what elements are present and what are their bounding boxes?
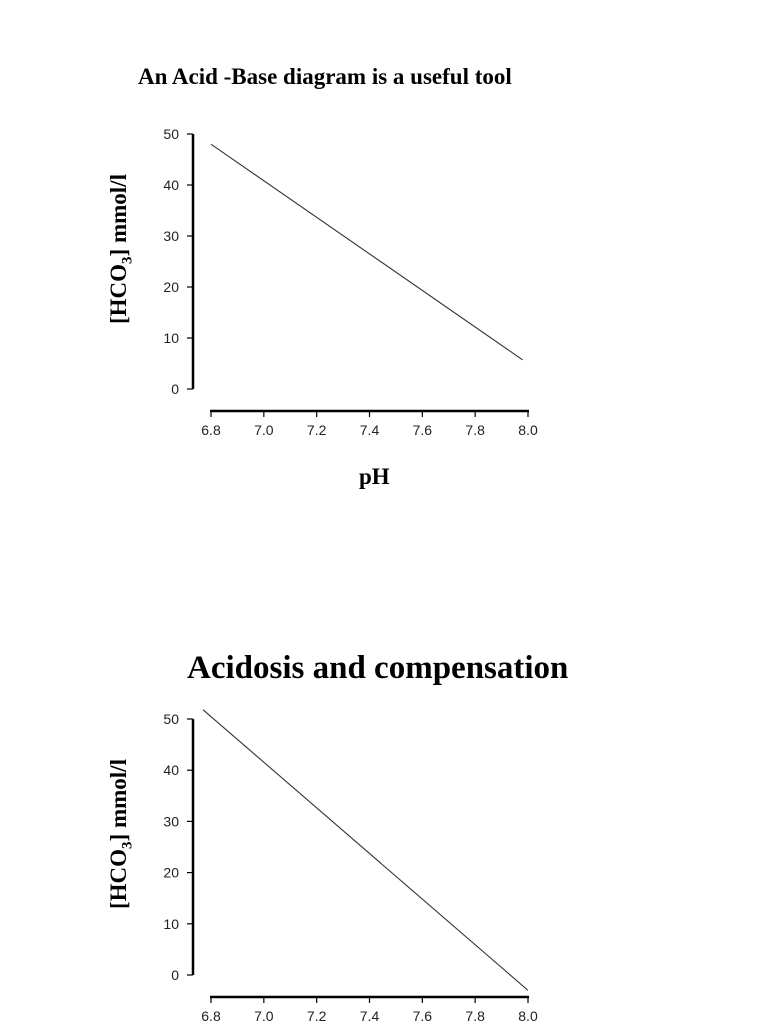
y-tick-label: 0: [171, 967, 179, 983]
x-tick-label: 7.4: [360, 422, 380, 438]
y-tick-label: 10: [163, 916, 179, 932]
x-tick-label: 8.0: [518, 422, 538, 438]
x-tick-label: 7.8: [465, 1008, 485, 1024]
y-tick-label: 30: [163, 228, 179, 244]
x-tick-label: 7.2: [307, 1008, 327, 1024]
y-tick-label: 50: [163, 711, 179, 727]
y-tick-label: 30: [163, 813, 179, 829]
x-tick-label: 7.6: [413, 422, 433, 438]
y-tick-label: 0: [171, 381, 179, 397]
y-tick-label: 20: [163, 865, 179, 881]
data-line: [202, 709, 529, 991]
x-tick-label: 7.0: [254, 422, 274, 438]
chart-1-plot: 0 10 20 30 40 50 6.8 7.0 7.2 7.4 7.6 7.8 8.0: [163, 126, 538, 438]
y-tick-label: 50: [163, 126, 179, 142]
y-tick-label: 40: [163, 762, 179, 778]
y-tick-label: 10: [163, 330, 179, 346]
x-tick-label: 7.4: [360, 1008, 380, 1024]
x-tick-label: 7.2: [307, 422, 327, 438]
y-tick-label: 20: [163, 279, 179, 295]
x-tick-label: 6.8: [201, 422, 221, 438]
chart-1-x-axis-label: pH: [359, 464, 390, 489]
y-tick-label: 40: [163, 177, 179, 193]
x-tick-label: 7.8: [465, 422, 485, 438]
x-tick-label: 7.6: [413, 1008, 433, 1024]
x-tick-label: 6.8: [201, 1008, 221, 1024]
data-line: [210, 143, 524, 361]
x-tick-label: 8.0: [518, 1008, 538, 1024]
x-tick-label: 7.0: [254, 1008, 274, 1024]
chart-2-title: Acidosis and compensation: [187, 650, 569, 686]
chart-1-title: An Acid -Base diagram is a useful tool: [138, 64, 512, 89]
